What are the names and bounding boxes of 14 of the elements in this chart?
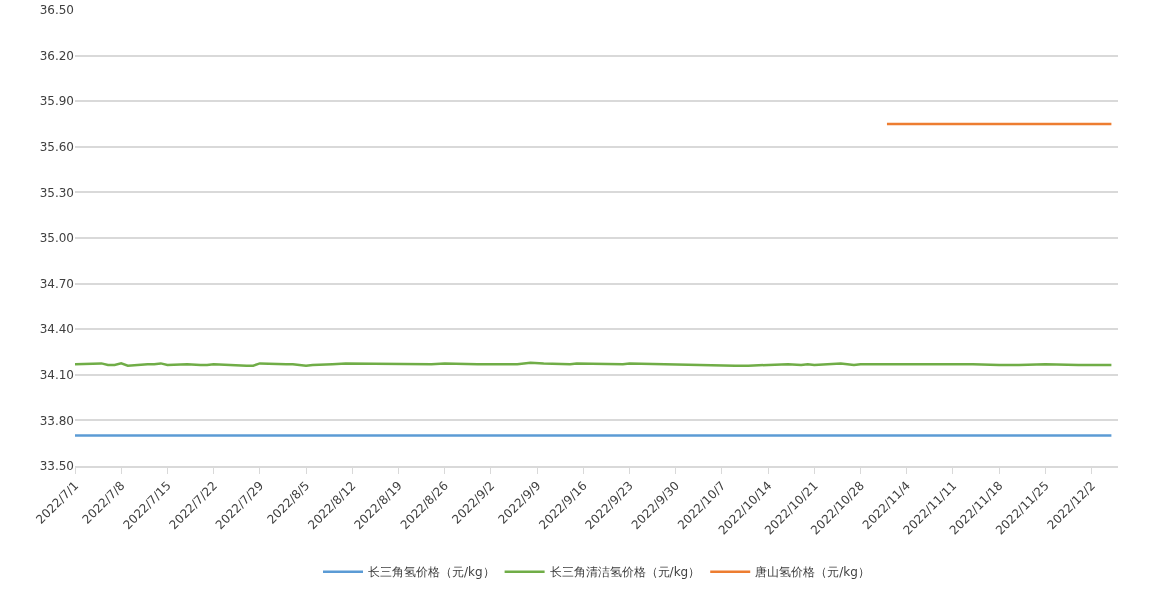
y-tick-label: 33.50 [39,459,74,474]
y-tick-label: 35.60 [39,140,74,154]
y-tick-label: 34.70 [39,276,74,291]
y-tick-label: 35.30 [39,185,74,200]
legend-label: 唐山氢价格（元/kg） [755,565,870,580]
legend-label: 长三角清洁氢价格（元/kg） [549,565,701,580]
y-tick-label: 34.10 [39,368,74,382]
y-tick-label: 35.90 [39,94,74,109]
y-tick-label: 34.40 [39,322,74,337]
y-tick-label: 36.20 [39,48,74,63]
y-tick-label: 35.00 [39,231,74,246]
y-tick-label: 33.80 [39,413,74,428]
y-tick-label: 36.50 [39,3,74,18]
legend-label: 长三角氢价格（元/kg） [368,565,495,580]
